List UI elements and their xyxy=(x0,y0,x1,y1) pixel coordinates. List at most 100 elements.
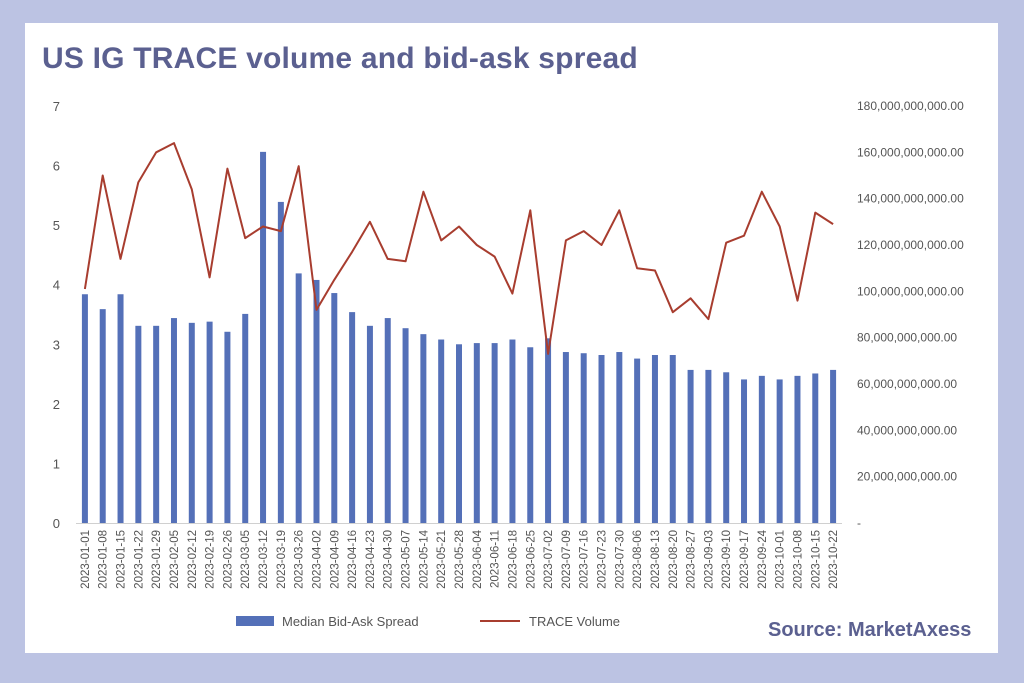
x-tick-label: 2023-01-29 xyxy=(151,530,163,589)
y-right-tick-label: 100,000,000,000.00 xyxy=(857,284,964,298)
source-credit: Source: MarketAxess xyxy=(768,619,972,641)
x-tick-label: 2023-04-09 xyxy=(329,530,341,589)
bar xyxy=(99,309,106,523)
y-right-tick-label: 160,000,000,000.00 xyxy=(857,145,964,159)
bar xyxy=(491,343,498,523)
bar xyxy=(705,369,712,523)
x-tick-label: 2023-08-13 xyxy=(650,530,662,589)
x-tick-label: 2023-06-11 xyxy=(490,530,502,588)
bar xyxy=(562,352,569,523)
bar xyxy=(723,372,730,523)
x-tick-label: 2023-05-14 xyxy=(418,529,430,588)
x-tick-label: 2023-05-07 xyxy=(401,530,413,589)
y-right-tick-label: 80,000,000,000.00 xyxy=(857,331,957,345)
trace-volume-line xyxy=(83,142,834,355)
y-right-tick-label: 140,000,000,000.00 xyxy=(857,192,964,206)
x-tick-label: 2023-07-23 xyxy=(597,530,609,589)
y-right-tick-label: 120,000,000,000.00 xyxy=(857,238,964,252)
x-tick-label: 2023-03-12 xyxy=(258,530,270,589)
bar xyxy=(188,322,195,523)
bar xyxy=(117,294,124,523)
bar xyxy=(687,369,694,523)
bar xyxy=(776,379,783,523)
bar xyxy=(277,201,284,523)
x-tick-label: 2023-08-27 xyxy=(686,530,698,589)
chart-frame xyxy=(25,23,998,653)
x-tick-label: 2023-10-22 xyxy=(828,530,840,589)
bar xyxy=(741,379,748,523)
y-left-tick-label: 2 xyxy=(53,397,60,412)
bar xyxy=(812,373,819,523)
x-tick-label: 2023-04-23 xyxy=(365,530,377,589)
y-right-tick-label: - xyxy=(857,516,861,530)
bar xyxy=(830,369,837,523)
bar xyxy=(527,347,534,523)
x-tick-label: 2023-07-09 xyxy=(561,530,573,589)
y-left-tick-label: 0 xyxy=(53,516,60,531)
x-tick-label: 2023-08-20 xyxy=(668,530,680,589)
x-tick-label: 2023-10-08 xyxy=(793,530,805,589)
bar xyxy=(509,339,516,523)
x-tick-label: 2023-10-15 xyxy=(810,530,822,589)
x-tick-label: 2023-03-19 xyxy=(276,530,288,589)
bar xyxy=(402,328,409,523)
legend-bar-swatch xyxy=(236,616,274,626)
bar xyxy=(456,344,462,523)
x-tick-label: 2023-06-04 xyxy=(472,529,484,588)
legend-line-label: TRACE Volume xyxy=(529,614,620,629)
x-tick-label: 2023-07-02 xyxy=(543,530,555,589)
x-tick-label: 2023-02-05 xyxy=(169,530,181,589)
bar xyxy=(242,313,249,523)
bar xyxy=(224,331,231,523)
x-tick-label: 2023-07-16 xyxy=(579,530,591,589)
bar xyxy=(331,293,338,523)
y-right-tick-label: 60,000,000,000.00 xyxy=(857,377,957,391)
x-tick-label: 2023-09-03 xyxy=(703,530,715,589)
x-tick-label: 2023-04-30 xyxy=(383,530,395,589)
bar xyxy=(598,355,605,523)
bar xyxy=(81,294,88,523)
x-tick-label: 2023-05-28 xyxy=(454,530,466,589)
y-left-tick-label: 4 xyxy=(53,278,60,293)
y-left-tick-label: 1 xyxy=(53,456,60,471)
bar xyxy=(616,352,623,523)
x-tick-label: 2023-01-22 xyxy=(133,530,145,589)
bar xyxy=(634,358,641,523)
bar xyxy=(153,325,160,523)
bar xyxy=(651,355,658,523)
x-tick-label: 2023-03-05 xyxy=(240,530,252,589)
bar xyxy=(366,325,373,523)
bar xyxy=(794,375,801,523)
y-left-tick-label: 5 xyxy=(53,218,60,233)
x-tick-label: 2023-02-19 xyxy=(205,530,217,589)
y-left-tick-label: 7 xyxy=(53,99,60,114)
bar xyxy=(349,312,356,523)
bar xyxy=(206,321,213,523)
bar xyxy=(473,343,480,523)
x-tick-label: 2023-02-26 xyxy=(222,530,234,589)
x-tick-label: 2023-09-17 xyxy=(739,530,751,589)
x-tick-label: 2023-02-12 xyxy=(187,530,199,589)
bar xyxy=(580,353,587,523)
x-tick-label: 2023-04-02 xyxy=(312,530,324,589)
bar xyxy=(420,334,427,523)
x-tick-label: 2023-05-21 xyxy=(436,530,448,589)
bar xyxy=(438,339,445,523)
x-tick-label: 2023-03-26 xyxy=(294,530,306,589)
bar xyxy=(313,279,320,523)
x-tick-label: 2023-06-18 xyxy=(507,530,519,589)
x-tick-label: 2023-06-25 xyxy=(525,530,537,589)
chart-title: US IG TRACE volume and bid-ask spread xyxy=(42,42,638,75)
x-tick-label: 2023-10-01 xyxy=(775,530,787,589)
bar xyxy=(295,273,302,523)
bar xyxy=(545,338,552,523)
bar xyxy=(170,318,177,523)
x-tick-label: 2023-01-15 xyxy=(116,530,128,589)
x-tick-label: 2023-01-01 xyxy=(80,530,92,589)
y-left-tick-label: 6 xyxy=(53,159,60,174)
x-tick-label: 2023-09-10 xyxy=(721,530,733,589)
x-tick-label: 2023-01-08 xyxy=(98,530,110,589)
legend-bar-label: Median Bid-Ask Spread xyxy=(282,614,419,629)
x-tick-label: 2023-07-30 xyxy=(614,530,626,589)
